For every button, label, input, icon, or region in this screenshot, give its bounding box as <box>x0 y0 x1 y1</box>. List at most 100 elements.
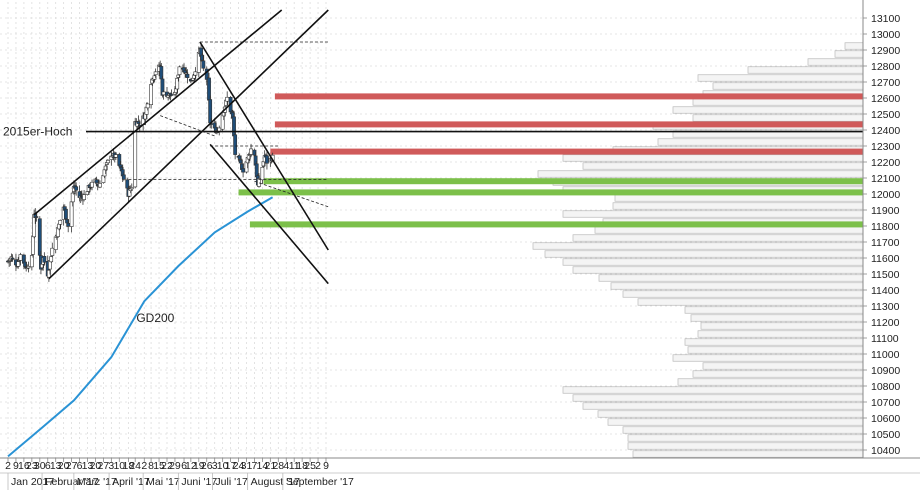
y-tick-label: 11300 <box>871 301 900 313</box>
candle-up <box>29 255 34 268</box>
month-label: August '17 <box>251 476 300 488</box>
volume-profile-bar <box>544 250 864 258</box>
x-tick-label: 2 <box>141 460 147 472</box>
support-zone <box>238 189 864 196</box>
y-tick-label: 12300 <box>871 141 900 153</box>
x-tick-label: 30 <box>34 460 46 472</box>
x-tick-label: 31 <box>241 460 253 472</box>
x-tick-label: 11 <box>289 460 300 472</box>
candle-down <box>64 208 68 220</box>
volume-profile <box>532 42 864 458</box>
candle-down <box>65 219 69 224</box>
candle-up <box>153 71 158 76</box>
x-tick-label: 10 <box>217 460 229 472</box>
volume-profile-bar <box>844 42 864 50</box>
x-tick-label: 20 <box>58 460 70 472</box>
x-tick-label: 13 <box>82 460 94 472</box>
candle-down <box>241 168 245 173</box>
label-2015er-hoch: 2015er-Hoch <box>3 125 72 139</box>
volume-profile-bar <box>627 442 864 450</box>
trend-line <box>33 9 283 216</box>
y-tick-label: 10500 <box>871 429 900 441</box>
x-tick-label: 10 <box>113 460 125 472</box>
y-tick-label: 12000 <box>871 189 900 201</box>
y-tick-label: 13000 <box>871 29 900 41</box>
candle-up <box>260 166 265 181</box>
x-tick-label: 3 <box>108 460 114 472</box>
candle-down <box>74 186 79 191</box>
candle-down <box>136 121 141 124</box>
x-tick-label: 6 <box>45 460 51 472</box>
candle-down <box>121 174 126 180</box>
x-tick-label: 2 <box>315 460 321 472</box>
volume-profile-bar <box>687 346 864 354</box>
volume-profile-bar <box>807 58 864 66</box>
y-tick-label: 11200 <box>871 317 900 329</box>
candle-down <box>23 261 27 267</box>
trend-line <box>48 9 329 280</box>
dashed-level-line <box>254 180 329 208</box>
chart-annotations: 2015er-Hoch GD200 <box>3 125 175 325</box>
x-tick-label: 28 <box>272 460 284 472</box>
y-tick-label: 12900 <box>871 45 900 57</box>
y-tick-label: 10400 <box>871 445 900 457</box>
candle-down <box>34 216 39 218</box>
volume-profile-bar <box>572 266 864 274</box>
volume-profile-bar <box>702 362 864 370</box>
candle-down <box>94 179 99 184</box>
x-tick-label: 27 <box>98 460 110 472</box>
volume-profile-bar <box>532 242 864 250</box>
x-tick-label: 23 <box>26 460 38 472</box>
volume-profile-bar <box>582 162 864 170</box>
candle-down <box>201 60 206 69</box>
resistance-zone <box>274 121 864 128</box>
volume-profile-bar <box>610 282 864 290</box>
y-tick-label: 11900 <box>871 205 900 217</box>
y-tick-label: 10900 <box>871 365 900 377</box>
month-label: März '17 <box>77 476 117 488</box>
candle-up <box>113 154 118 158</box>
support-zone <box>249 221 863 228</box>
candle-up <box>184 72 189 75</box>
y-tick-label: 11800 <box>871 221 900 233</box>
x-tick-label: 25 <box>304 460 316 472</box>
y-tick-label: 11700 <box>871 237 900 249</box>
x-tick-label: 6 <box>77 460 83 472</box>
price-zones <box>238 93 864 228</box>
x-tick-label: 24 <box>233 460 245 472</box>
y-tick-label: 12200 <box>871 157 900 169</box>
x-tick-label: 19 <box>193 460 205 472</box>
candle-up <box>58 220 63 225</box>
x-tick-label: 16 <box>18 460 30 472</box>
candle-down <box>233 134 238 155</box>
candle-down <box>237 155 242 160</box>
y-tick-label: 11600 <box>871 253 900 265</box>
candle-down <box>252 149 257 156</box>
candle-up <box>70 192 75 203</box>
candle-up <box>98 183 102 188</box>
x-tick-label: 26 <box>201 460 213 472</box>
candles <box>6 43 275 282</box>
y-tick-label: 10700 <box>871 397 900 409</box>
resistance-zone <box>270 148 864 155</box>
volume-profile-bar <box>690 314 864 322</box>
month-label: Februar '17 <box>45 476 99 488</box>
candle-up <box>225 96 230 102</box>
gd200-line <box>7 196 274 458</box>
y-tick-label: 10800 <box>871 381 900 393</box>
y-tick-label: 13100 <box>871 13 900 25</box>
support-zone <box>263 178 863 185</box>
candle-down <box>37 218 42 256</box>
candle-down <box>42 256 47 263</box>
x-tick-label: 27 <box>66 460 78 472</box>
month-label: Juni '17 <box>181 476 217 488</box>
x-tick-label: 22 <box>161 460 173 472</box>
x-tick-label: 3 <box>212 460 218 472</box>
x-tick-label: 14 <box>257 460 269 472</box>
gd200-line-group <box>7 196 274 458</box>
x-tick-label: 15 <box>153 460 165 472</box>
x-tick-label: 4 <box>283 460 289 472</box>
